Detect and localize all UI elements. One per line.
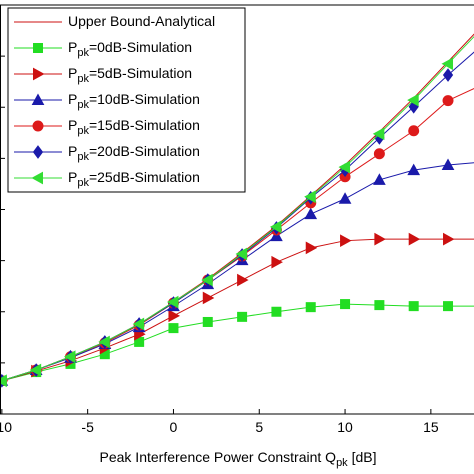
legend-label: Ppk=25dB-Simulation [68, 169, 200, 189]
marker [237, 311, 248, 322]
legend-label: Upper Bound-Analytical [68, 13, 215, 29]
marker [32, 120, 44, 132]
x-tick-label: 0 [170, 419, 178, 435]
marker [372, 127, 385, 141]
marker [31, 171, 43, 185]
marker [408, 301, 419, 312]
marker [408, 232, 421, 246]
marker [443, 232, 455, 246]
marker [237, 273, 249, 287]
marker [304, 207, 318, 220]
marker [33, 67, 45, 81]
marker [305, 302, 316, 313]
marker [132, 317, 145, 331]
x-tick-label: 15 [423, 419, 439, 435]
x-tick-label: -5 [81, 419, 94, 435]
legend: Upper Bound-Analytical Ppk=0dB-Simulation… [7, 7, 246, 193]
marker [202, 291, 215, 305]
marker [407, 163, 421, 176]
series-line [1, 162, 474, 382]
marker [32, 145, 44, 159]
marker [441, 158, 455, 171]
marker [338, 192, 352, 204]
legend-label: Ppk=5dB-Simulation [68, 65, 192, 85]
marker [340, 299, 351, 310]
marker [442, 68, 454, 82]
plot-area [0, 33, 474, 388]
marker [168, 323, 179, 334]
marker [373, 173, 386, 185]
marker [374, 300, 385, 311]
x-tick-label: 10 [337, 419, 353, 435]
marker [31, 93, 45, 105]
marker [373, 148, 385, 160]
marker [98, 335, 110, 349]
marker [304, 190, 316, 204]
x-axis-label: Peak Interference Power Constraint Qpk [… [100, 449, 377, 469]
legend-label: Ppk=15dB-Simulation [68, 117, 200, 137]
marker [235, 247, 248, 261]
x-tick-label: 5 [255, 419, 263, 435]
marker [442, 95, 454, 107]
marker [271, 306, 282, 317]
marker [374, 232, 386, 246]
marker [441, 57, 454, 71]
marker [408, 125, 420, 137]
marker [0, 374, 7, 388]
marker [271, 255, 283, 269]
marker [168, 309, 180, 323]
x-tick-label: -10 [0, 419, 12, 435]
marker [270, 229, 283, 242]
legend-label: Ppk=0dB-Simulation [68, 39, 192, 59]
marker [29, 363, 42, 377]
marker [269, 220, 282, 234]
marker [166, 295, 179, 309]
marker [33, 43, 43, 53]
marker [407, 93, 419, 107]
marker [201, 273, 213, 287]
marker [443, 301, 454, 312]
marker [202, 316, 213, 327]
legend-label: Ppk=10dB-Simulation [68, 91, 200, 111]
marker [305, 241, 318, 255]
marker [340, 234, 352, 248]
marker [63, 350, 76, 364]
axes: -10 -5 0 5 10 15 [0, 4, 474, 435]
legend-label: Ppk=20dB-Simulation [68, 143, 200, 163]
marker [338, 160, 351, 174]
